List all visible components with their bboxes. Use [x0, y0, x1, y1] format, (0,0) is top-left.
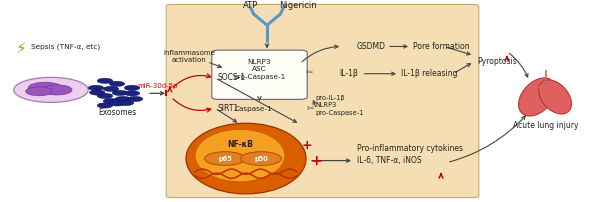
- Text: Inflammasome
activation: Inflammasome activation: [163, 50, 215, 63]
- Text: IL-1β releasing: IL-1β releasing: [401, 69, 457, 78]
- Circle shape: [14, 77, 88, 102]
- Text: SOCS-1: SOCS-1: [218, 73, 246, 82]
- Circle shape: [124, 91, 140, 96]
- Text: ✂: ✂: [305, 68, 313, 77]
- Text: NLRP3
ASC
pro-Caspase-1: NLRP3 ASC pro-Caspase-1: [233, 59, 286, 80]
- Text: Pro-inflammatory cytokines
IL-6, TNF-α, iNOS: Pro-inflammatory cytokines IL-6, TNF-α, …: [357, 144, 463, 165]
- Circle shape: [97, 103, 113, 108]
- Text: ⚡: ⚡: [16, 41, 26, 56]
- Text: +: +: [311, 154, 323, 168]
- Text: IL-1β: IL-1β: [339, 69, 358, 78]
- Circle shape: [205, 152, 245, 165]
- Circle shape: [97, 78, 113, 83]
- Circle shape: [42, 85, 72, 95]
- Ellipse shape: [539, 80, 571, 114]
- Text: GSDMD: GSDMD: [357, 42, 386, 51]
- Text: Acute lung injury: Acute lung injury: [513, 121, 579, 130]
- Text: Sepsis (TNF-α, etc): Sepsis (TNF-α, etc): [31, 43, 101, 50]
- Circle shape: [109, 81, 125, 86]
- Circle shape: [88, 85, 104, 90]
- Text: SIRT1: SIRT1: [218, 104, 239, 113]
- Text: pro-IL-1β
NLRP3
pro-Caspase-1: pro-IL-1β NLRP3 pro-Caspase-1: [315, 95, 363, 116]
- Text: ATP: ATP: [243, 1, 258, 9]
- Circle shape: [103, 98, 119, 104]
- Text: p50: p50: [254, 156, 268, 162]
- Ellipse shape: [518, 78, 556, 116]
- Circle shape: [124, 85, 140, 90]
- FancyBboxPatch shape: [212, 50, 307, 99]
- Circle shape: [109, 101, 125, 106]
- Circle shape: [28, 82, 62, 94]
- Circle shape: [127, 96, 143, 102]
- Ellipse shape: [186, 123, 306, 194]
- Circle shape: [103, 86, 119, 92]
- Circle shape: [112, 90, 128, 96]
- Circle shape: [97, 93, 113, 99]
- Circle shape: [26, 87, 52, 96]
- Circle shape: [241, 152, 281, 165]
- Text: Exosomes: Exosomes: [98, 108, 136, 117]
- Text: Pore formation: Pore formation: [413, 42, 469, 51]
- Text: +: +: [302, 139, 313, 152]
- Text: NF-κB: NF-κB: [227, 140, 253, 149]
- Text: Caspase-1: Caspase-1: [235, 106, 272, 112]
- FancyBboxPatch shape: [166, 4, 479, 198]
- Circle shape: [89, 90, 105, 95]
- Circle shape: [118, 100, 134, 106]
- Text: Nigericin: Nigericin: [279, 1, 317, 9]
- Circle shape: [115, 96, 131, 102]
- Text: p65: p65: [218, 156, 232, 162]
- Text: miR-30d-5p: miR-30d-5p: [137, 83, 178, 89]
- Text: ✂: ✂: [307, 105, 314, 114]
- Ellipse shape: [195, 129, 285, 182]
- Text: Pyroptosis: Pyroptosis: [477, 57, 517, 66]
